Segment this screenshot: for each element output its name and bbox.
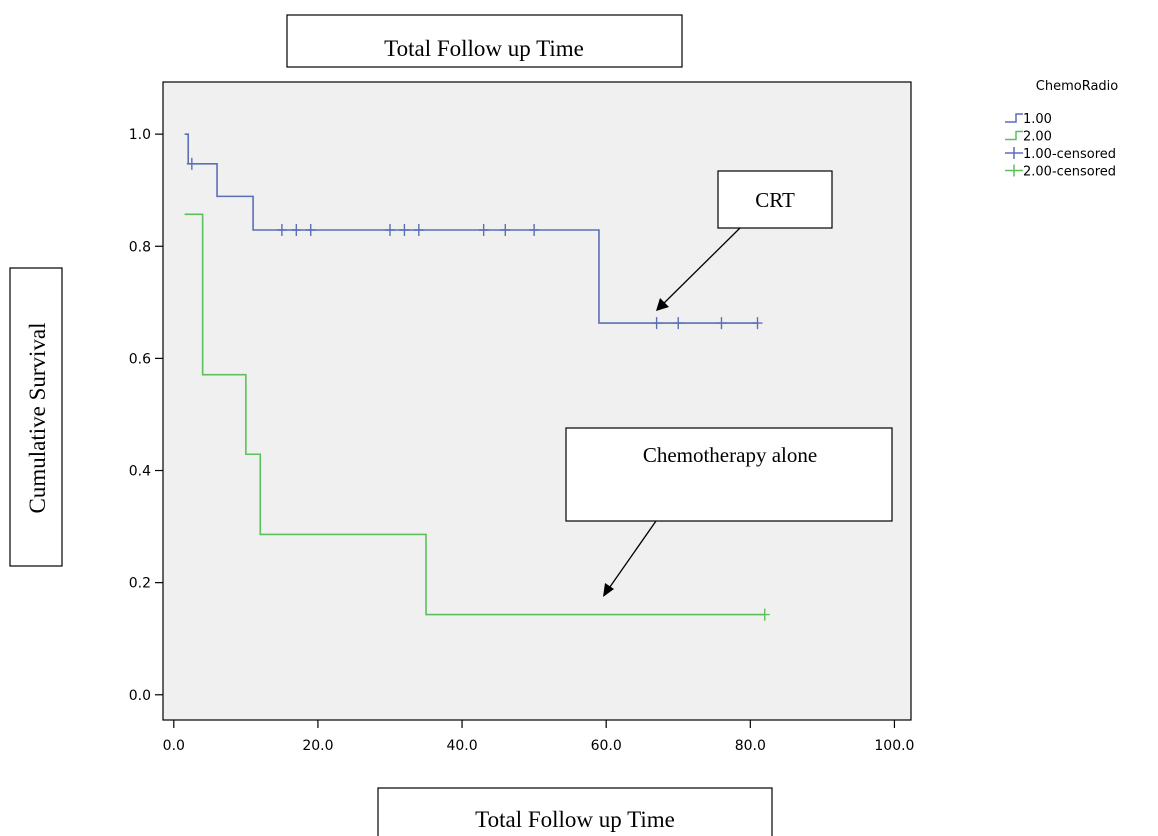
series-1-censor-mark [716,317,727,330]
series-1-censor-mark [500,224,511,237]
x-label-box [377,787,773,836]
y-axis-label: Cumulative Survival [25,322,50,513]
legend-entry-label: 1.00 [1023,112,1052,127]
x-tick-label: 0.0 [163,738,185,754]
axes: 0.0 20.0 40.0 60.0 80.0 100.0 0.0 0.2 0.4 0.6 0.8 1… [129,127,915,754]
legend-step-marker [1005,113,1023,123]
legend-entry-label: 2.00 [1023,130,1052,145]
series-1-censor-mark [478,224,489,237]
series-1-censor-mark [413,224,424,237]
legend: ChemoRadio 1.00 2.00 1.00-censored 2.00-cen… [1005,79,1118,180]
legend-censor-marker [1005,147,1023,159]
crt-arrow [657,227,741,310]
y-tick-label: 0.0 [129,688,151,704]
series-1-censor-mark [399,224,410,237]
series-2-censor-mark [759,608,770,621]
series-1-censor-mark [276,224,287,237]
y-tick-label: 0.4 [129,464,151,480]
top-title-box [286,14,683,68]
series-1-censor-mark [186,157,197,170]
series-1-censor-mark [529,224,540,237]
series-1-survival-curve [184,133,758,324]
chemo-annotation-label: Chemotherapy alone [643,443,817,467]
series-1-censor-mark [384,224,395,237]
series-layer [184,133,770,621]
chemo-annotation-box [565,427,893,522]
chart-title: Total Follow up Time [384,36,584,61]
x-tick-label: 60.0 [591,738,622,754]
y-tick-label: 1.0 [129,127,151,143]
series-2-survival-curve [184,213,765,616]
x-tick-label: 100.0 [874,738,914,754]
series-1-censor-mark [651,317,662,330]
chemo-arrow [604,520,657,595]
y-label-box [9,267,63,567]
y-tick-label: 0.6 [129,351,151,367]
x-axis-label: Total Follow up Time [475,807,675,832]
series-1-censor-mark [291,224,302,237]
series-1-censor-mark [673,317,684,330]
legend-entry-label: 2.00-censored [1023,165,1116,180]
series-1-censor-mark [752,317,763,330]
legend-step-marker [1005,130,1023,141]
crt-annotation-box [717,170,833,229]
chemo-arrowhead [603,583,614,597]
legend-censor-marker [1005,164,1023,177]
x-tick-label: 80.0 [735,738,766,754]
y-tick-label: 0.8 [129,239,151,255]
series-1-censor-mark [305,224,316,237]
y-tick-label: 0.2 [129,576,151,592]
legend-title: ChemoRadio [1036,79,1119,94]
legend-entry-label: 1.00-censored [1023,147,1116,162]
x-tick-label: 40.0 [446,738,477,754]
crt-arrowhead [656,298,669,311]
crt-annotation-label: CRT [755,188,795,212]
x-tick-label: 20.0 [302,738,333,754]
